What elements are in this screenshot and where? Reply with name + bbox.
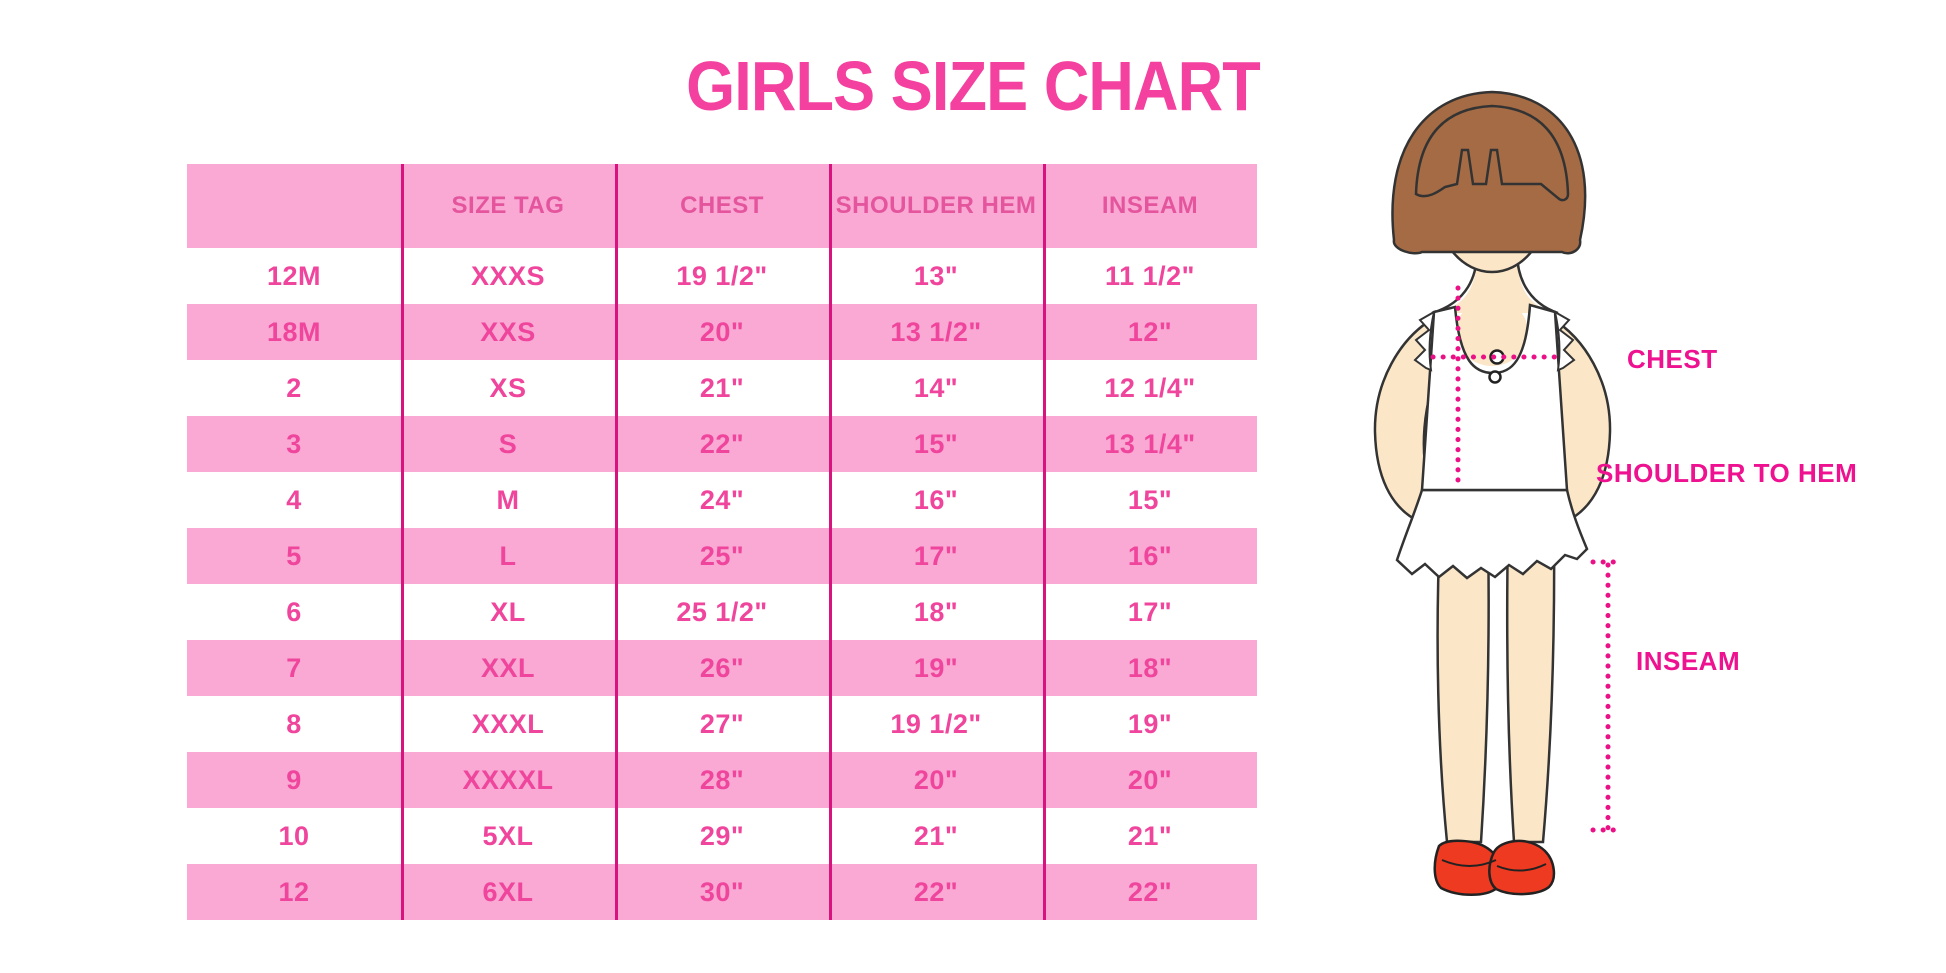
table-cell: 7 — [286, 652, 302, 683]
table-cell: 19" — [1127, 708, 1173, 739]
table-row: 10 5XL 29" 21" 21" — [187, 808, 1257, 864]
table-cell: 22" — [699, 428, 745, 459]
table-row: 9 XXXXL 28" 20" 20" — [187, 752, 1257, 808]
table-cell: 18" — [1127, 652, 1173, 683]
table-row: 2 XS 21" 14" 12 1/4" — [187, 360, 1257, 416]
table-cell: 20" — [1127, 764, 1173, 795]
column-divider — [401, 164, 404, 920]
column-divider — [1043, 164, 1046, 920]
table-row: 12M XXXS 19 1/2" 13" 11 1/2" — [187, 248, 1257, 304]
table-cell: XXL — [480, 652, 535, 683]
table-cell: 22" — [1127, 876, 1173, 907]
table-cell: 6 — [286, 596, 302, 627]
inseam-label: INSEAM — [1636, 646, 1741, 676]
table-cell: 17" — [1127, 596, 1173, 627]
table-cell: 20" — [699, 316, 745, 347]
table-cell: 2 — [286, 372, 302, 403]
column-header — [187, 164, 401, 248]
shoulder-ruffles — [1413, 310, 1576, 372]
table-cell: 21" — [1127, 820, 1173, 851]
column-divider — [615, 164, 618, 920]
table-cell: 27" — [699, 708, 745, 739]
table-row: 8 XXXL 27" 19 1/2" 19" — [187, 696, 1257, 752]
table-cell: 12 1/4" — [1104, 372, 1196, 403]
measurement-figure-svg — [1373, 90, 1625, 896]
table-cell: 29" — [699, 820, 745, 851]
column-divider — [829, 164, 832, 920]
table-cell: 26" — [699, 652, 745, 683]
table-row: 6 XL 25 1/2" 18" 17" — [187, 584, 1257, 640]
table-cell: 30" — [699, 876, 745, 907]
table-cell: 10 — [278, 820, 310, 851]
chest-label: CHEST — [1627, 344, 1718, 374]
legs — [1436, 526, 1556, 844]
table-header-row: SIZE TAG CHEST SHOULDER HEM INSEAM — [187, 164, 1257, 248]
column-header: CHEST — [680, 192, 764, 219]
hair-bangs — [1414, 104, 1570, 202]
red-shoes — [1433, 839, 1556, 896]
table-cell: 3 — [286, 428, 302, 459]
table-cell: 11 1/2" — [1105, 260, 1195, 291]
table-cell: XL — [490, 596, 526, 627]
table-cell: 19 1/2" — [890, 708, 982, 739]
table-cell: 17" — [913, 540, 959, 571]
table-cell: 5XL — [482, 820, 534, 851]
table-cell: 5 — [286, 540, 302, 571]
table-cell: 16" — [913, 484, 959, 515]
table-cell: 18M — [266, 316, 322, 347]
table-cell: 13 1/2" — [890, 316, 982, 347]
button-bottom — [1488, 370, 1502, 384]
table-cell: 16" — [1127, 540, 1173, 571]
table-cell: 19" — [913, 652, 959, 683]
table-cell: 28" — [699, 764, 745, 795]
table-cell: S — [498, 428, 518, 459]
table-row: 4 M 24" 16" 15" — [187, 472, 1257, 528]
column-header: INSEAM — [1101, 192, 1199, 219]
table-cell: 19 1/2" — [676, 260, 768, 291]
table-row: 5 L 25" 17" 16" — [187, 528, 1257, 584]
page-title: GIRLS SIZE CHART — [686, 47, 1261, 125]
table-cell: 12M — [266, 260, 322, 291]
table-cell: 12 — [278, 876, 310, 907]
table-cell: 4 — [286, 484, 302, 515]
table-cell: 13" — [913, 260, 959, 291]
table-cell: 13 1/4" — [1104, 428, 1196, 459]
table-cell: 21" — [699, 372, 745, 403]
column-header: SHOULDER HEM — [835, 192, 1037, 219]
column-header: SIZE TAG — [451, 192, 565, 219]
table-cell: 24" — [699, 484, 745, 515]
table-row: 3 S 22" 15" 13 1/4" — [187, 416, 1257, 472]
table-cell: 15" — [1127, 484, 1173, 515]
peplum-skirt — [1395, 488, 1589, 580]
table-cell: XXS — [480, 316, 536, 347]
table-cell: 15" — [913, 428, 959, 459]
table-cell: 25 1/2" — [676, 596, 768, 627]
table-row: 12 6XL 30" 22" 22" — [187, 864, 1257, 920]
table-cell: 25" — [699, 540, 745, 571]
size-table: SIZE TAG CHEST SHOULDER HEM INSEAM 12M XXXS 19… — [187, 164, 1257, 920]
table-cell: XXXXL — [462, 764, 554, 795]
table-cell: 18" — [913, 596, 959, 627]
table-cell: 21" — [913, 820, 959, 851]
shoulder-to-hem-label: SHOULDER TO HEM — [1596, 458, 1858, 488]
table-cell: 8 — [286, 708, 302, 739]
table-cell: XS — [489, 372, 527, 403]
girl-figure-illustration — [1330, 60, 1910, 910]
table-cell: L — [499, 540, 517, 571]
table-cell: 22" — [913, 876, 959, 907]
table-cell: XXXS — [470, 260, 546, 291]
table-cell: 6XL — [482, 876, 534, 907]
table-row: 7 XXL 26" 19" 18" — [187, 640, 1257, 696]
table-cell: XXXL — [471, 708, 545, 739]
table-cell: 12" — [1127, 316, 1173, 347]
table-cell: M — [496, 484, 520, 515]
table-row: 18M XXS 20" 13 1/2" 12" — [187, 304, 1257, 360]
table-cell: 14" — [913, 372, 959, 403]
table-cell: 9 — [286, 764, 302, 795]
table-cell: 20" — [913, 764, 959, 795]
